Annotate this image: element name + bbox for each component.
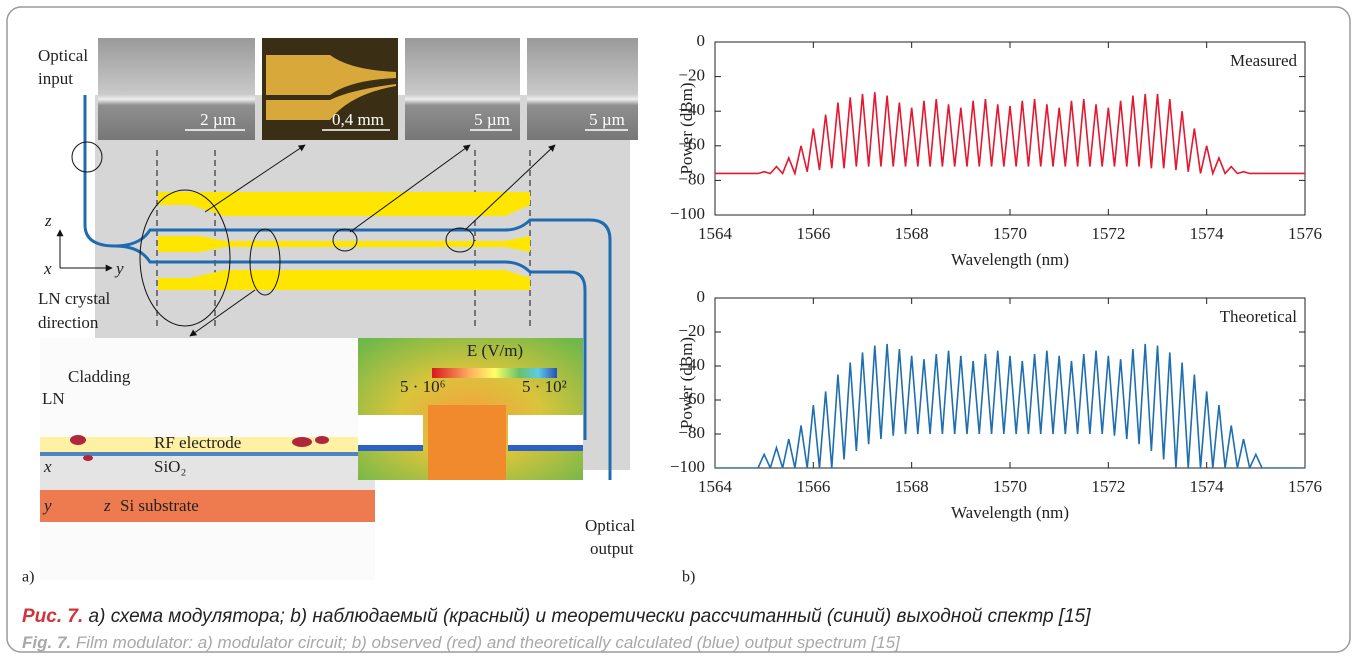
label: Optical [585,516,635,535]
x-tick-label: 1568 [895,224,929,243]
x-tick-label: 1566 [796,224,830,243]
x-tick-label: 1574 [1190,224,1225,243]
x-tick-label: 1576 [1288,224,1322,243]
axis-label: y [42,496,52,515]
scale-label: 5 µm [474,110,510,129]
x-tick-label: 1570 [993,477,1027,496]
label: SiO₂ [154,457,186,476]
label: input [38,69,73,88]
label: E (V/m) [467,341,523,360]
x-tick-label: 1570 [993,224,1027,243]
y-axis-label: Power (dBm) [677,337,696,429]
x-tick-label: 1564 [698,477,733,496]
series-label: Theoretical [1220,307,1298,326]
caption-en: Fig. 7. Film modulator: a) modulator cir… [22,633,901,652]
label: LN [42,389,65,408]
scale-label: 0,4 mm [332,110,384,129]
x-tick-label: 1568 [895,477,929,496]
caption-label: Рис. 7. [22,606,83,627]
y-tick-label: −100 [670,204,705,223]
caption-text: Film modulator: a) modulator circuit; b)… [76,633,901,652]
panel-label: a) [22,569,34,586]
x-axis-label: Wavelength (nm) [951,250,1069,269]
y-axis-label: Power (dBm) [677,82,696,174]
figure: Optical input 2 µm 0,4 mm 5 µm 5 µm z x … [0,0,1357,665]
x-axis-label: Wavelength (nm) [951,503,1069,522]
x-tick-label: 1576 [1288,477,1322,496]
y-tick-label: −100 [670,457,705,476]
label: 5 · 10⁶ [400,377,446,396]
axis-label: x [43,259,52,278]
scale-label: 2 µm [200,110,236,129]
y-tick-label: 0 [697,287,706,306]
axis-label: z [44,211,52,230]
axis-label: z [103,496,111,515]
label: RF electrode [154,433,241,452]
y-tick-label: −20 [678,66,705,85]
x-tick-label: 1572 [1091,477,1125,496]
scale-label: 5 µm [589,110,625,129]
label: Cladding [68,367,131,386]
label: LN crystal [38,289,111,308]
page: {"chart_data": [ {"type": "line", "ylabe… [0,0,1357,665]
x-tick-label: 1566 [796,477,830,496]
caption-label: Fig. 7. [22,633,71,652]
panel-label: b) [682,569,695,586]
caption-text: а) схема модулятора; b) наблюдаемый (кра… [89,606,1092,627]
axis-label: y [114,259,124,278]
x-tick-label: 1564 [698,224,733,243]
label: 5 · 10² [522,377,567,396]
label: output [590,539,634,558]
label: direction [38,313,99,332]
x-tick-label: 1572 [1091,224,1125,243]
series-label: Measured [1230,51,1298,70]
y-tick-label: 0 [697,31,706,50]
caption-ru: Рис. 7. а) схема модулятора; b) наблюдае… [22,606,1091,627]
label: Optical [38,46,88,65]
x-tick-label: 1574 [1190,477,1225,496]
label: Si substrate [120,496,199,515]
axis-label: x [43,457,52,476]
